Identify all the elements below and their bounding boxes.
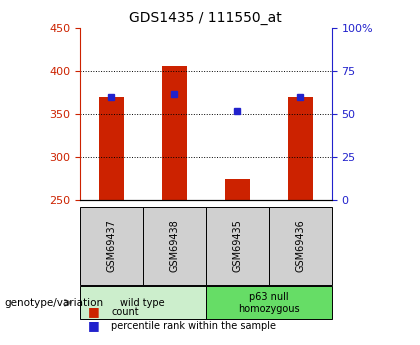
Text: genotype/variation: genotype/variation [4,298,103,308]
Text: p63 null
homozygous: p63 null homozygous [238,292,299,314]
Text: GSM69436: GSM69436 [295,219,305,272]
Text: GSM69435: GSM69435 [232,219,242,272]
Bar [162,66,187,200]
Text: GSM69438: GSM69438 [169,219,179,272]
Text: ■: ■ [88,319,100,333]
Text: percentile rank within the sample: percentile rank within the sample [111,321,276,331]
Text: GSM69437: GSM69437 [106,219,116,272]
Bar [288,97,313,200]
Title: GDS1435 / 111550_at: GDS1435 / 111550_at [129,11,282,25]
Text: wild type: wild type [121,298,165,308]
Bar [225,179,250,200]
Text: count: count [111,307,139,316]
Bar [99,97,124,200]
Text: ■: ■ [88,305,100,318]
